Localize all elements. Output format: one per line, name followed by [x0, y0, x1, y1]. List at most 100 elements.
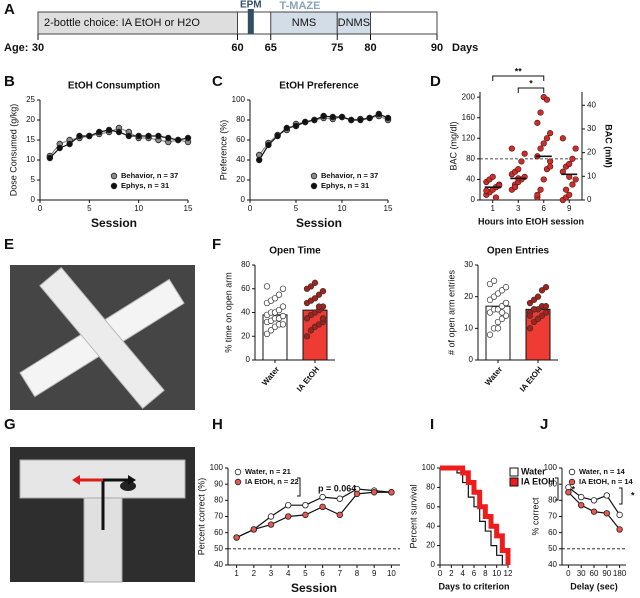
data-point	[547, 163, 554, 170]
data-point	[265, 141, 272, 149]
data-point	[336, 495, 343, 502]
legend-label: Water	[521, 466, 546, 476]
data-point	[233, 534, 240, 541]
y-tick-label: 0	[241, 195, 246, 204]
data-point	[483, 187, 490, 194]
x-tick-label: 0	[38, 204, 43, 213]
legend-label: IA EtOH	[521, 476, 555, 486]
data-point	[547, 158, 554, 165]
annotation: **	[515, 66, 523, 76]
x-tick-label: 7	[338, 569, 343, 578]
legend-marker	[310, 172, 318, 180]
data-point	[502, 284, 510, 291]
x-tick-label: IA EtOH	[295, 365, 321, 394]
data-point	[508, 145, 515, 152]
y-tick-label: 80	[214, 495, 223, 504]
x-tick-label: 12	[504, 569, 513, 578]
x-tick-label: 1	[234, 569, 239, 578]
data-point	[526, 325, 534, 332]
data-point	[537, 109, 544, 116]
legend-label: IA EtOH, n = 22	[245, 477, 299, 486]
timeline-tick-label: 75	[331, 42, 343, 54]
y-tick-label: 20	[241, 331, 250, 340]
data-point	[329, 113, 336, 121]
data-point	[542, 284, 550, 291]
x-tick-label: 8	[355, 569, 360, 578]
timeline-tick-label: 65	[265, 42, 277, 54]
data-point	[319, 493, 326, 501]
y-tick-label: 0	[469, 355, 474, 364]
maze-arm	[39, 267, 165, 409]
legend-marker	[110, 182, 118, 190]
x-axis-label: Days to criterion	[438, 581, 509, 591]
data-point	[105, 126, 113, 134]
data-point	[371, 489, 378, 496]
x-tick-label: 5	[303, 569, 308, 578]
data-point	[320, 112, 327, 120]
survival-curve	[440, 465, 511, 565]
y-tick-label: 100	[232, 95, 246, 104]
data-point	[338, 113, 346, 121]
y-tick-label: 50	[548, 544, 557, 553]
x-tick-label: 9	[567, 204, 572, 213]
chart-title: EtOH Preference	[279, 81, 359, 92]
y-tick-label: 60	[241, 284, 250, 293]
annotation: p = 0.064	[318, 483, 356, 493]
panel-label: C	[212, 73, 223, 90]
legend-label: Behavior, n = 37	[121, 171, 178, 180]
data-point	[542, 309, 550, 316]
data-point	[135, 132, 142, 140]
data-point	[303, 315, 311, 322]
segment-label: 2-bottle choice: IA EtOH or H2O	[44, 17, 200, 29]
x-axis-label: Session	[91, 216, 137, 230]
y-tick-label: 90	[548, 479, 557, 488]
data-point	[56, 144, 63, 152]
x-tick-label: 10	[134, 204, 143, 213]
data-point	[302, 118, 309, 126]
y-tick-label: 0	[431, 560, 436, 569]
x-tick-label: 6	[472, 569, 477, 578]
data-point	[375, 110, 382, 118]
x-tick-label: 5	[87, 204, 92, 213]
data-point	[319, 287, 327, 295]
legend-marker	[234, 468, 242, 476]
data-point	[311, 279, 319, 286]
x-tick-label: 30	[577, 569, 586, 578]
photo-elevated-plus-maze	[10, 265, 195, 410]
data-point	[184, 134, 192, 142]
data-point	[302, 511, 309, 519]
plus-maze	[19, 267, 185, 409]
x-tick-label: 10	[387, 569, 396, 578]
data-point	[616, 511, 623, 519]
data-point	[271, 295, 279, 302]
data-point	[562, 186, 570, 193]
data-point	[275, 291, 283, 298]
panel-label: D	[430, 73, 441, 90]
days-label: Days	[452, 42, 478, 54]
x-tick-label: 4	[286, 569, 291, 578]
data-point	[165, 134, 172, 142]
data-point	[559, 135, 566, 142]
data-point	[511, 184, 519, 191]
age-label: Age:	[4, 42, 28, 54]
x-tick-label: 2	[252, 569, 257, 578]
data-point	[274, 132, 281, 140]
panel-label: J	[540, 416, 548, 433]
data-point	[285, 513, 292, 520]
y-tick-label: 40	[466, 175, 475, 184]
y-tick-label: 90	[214, 479, 223, 488]
data-point	[357, 116, 364, 124]
data-point	[566, 191, 573, 198]
x-tick-label: 3	[269, 569, 274, 578]
legend-label: Ephys, n = 31	[321, 181, 369, 190]
y-tick-label: 100	[210, 463, 224, 472]
data-point	[590, 508, 598, 515]
data-point	[515, 166, 522, 173]
x-tick-label: 1	[491, 204, 496, 213]
data-point	[66, 140, 73, 148]
x-tick-label: 0	[566, 569, 571, 578]
data-point	[315, 291, 323, 298]
y-axis-label: BAC (mg/dl)	[448, 121, 458, 170]
y-axis-label: % time on open arm	[223, 272, 233, 353]
data-point	[263, 330, 271, 338]
